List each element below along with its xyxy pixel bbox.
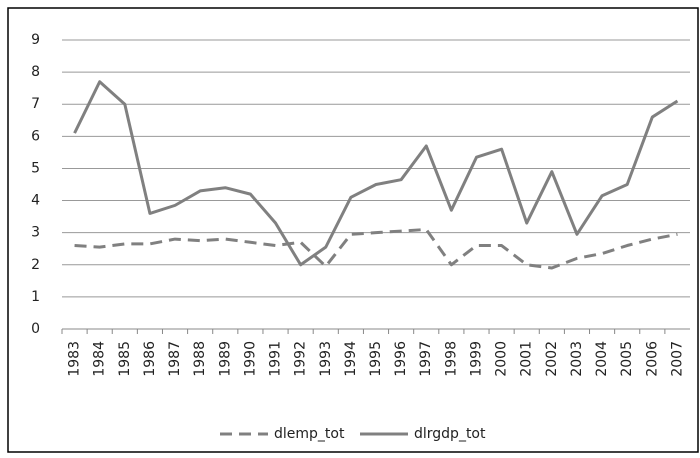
x-tick-label: 2004 — [594, 341, 610, 377]
x-tick-label: 2007 — [669, 341, 685, 377]
y-tick-label: 7 — [31, 96, 40, 112]
x-tick-label: 1989 — [217, 341, 233, 377]
y-tick-label: 0 — [31, 321, 40, 337]
y-tick-label: 9 — [31, 32, 40, 48]
x-tick-label: 1986 — [142, 341, 158, 377]
y-tick-label: 5 — [31, 160, 40, 176]
y-tick-label: 3 — [31, 225, 40, 241]
x-tick-label: 1991 — [268, 341, 284, 377]
x-tick-label: 1998 — [443, 341, 459, 377]
x-tick-label: 1990 — [242, 341, 258, 377]
y-tick-label: 8 — [31, 64, 40, 80]
x-tick-label: 2001 — [519, 341, 535, 377]
x-tick-label: 1983 — [67, 341, 83, 377]
x-tick-label: 2005 — [619, 341, 635, 377]
x-tick-label: 1988 — [192, 341, 208, 377]
x-tick-label: 1997 — [418, 341, 434, 377]
series-line — [74, 227, 678, 270]
y-tick-label: 6 — [31, 128, 40, 144]
y-tick-label: 1 — [31, 289, 40, 305]
x-tick-label: 1999 — [468, 341, 484, 377]
series-line — [73, 80, 679, 267]
x-tick-label: 1995 — [368, 341, 384, 377]
x-tick-label: 2002 — [544, 341, 560, 377]
x-tick-label: 1985 — [117, 341, 133, 377]
x-tick-label: 1987 — [167, 341, 183, 377]
x-tick-label: 1984 — [92, 341, 108, 377]
legend-label: dlemp_tot — [274, 426, 345, 442]
x-tick-label: 2000 — [494, 341, 510, 377]
x-tick-label: 1994 — [343, 341, 359, 377]
y-tick-label: 4 — [31, 193, 40, 209]
chart-frame — [7, 7, 699, 453]
legend-label: dlrgdp_tot — [414, 426, 486, 442]
x-tick-label: 1996 — [393, 341, 409, 377]
x-tick-label: 1992 — [293, 341, 309, 377]
y-tick-label: 2 — [31, 257, 40, 273]
x-tick-label: 2006 — [644, 341, 660, 377]
x-tick-label: 1993 — [318, 341, 334, 377]
x-tick-label: 2003 — [569, 341, 585, 377]
